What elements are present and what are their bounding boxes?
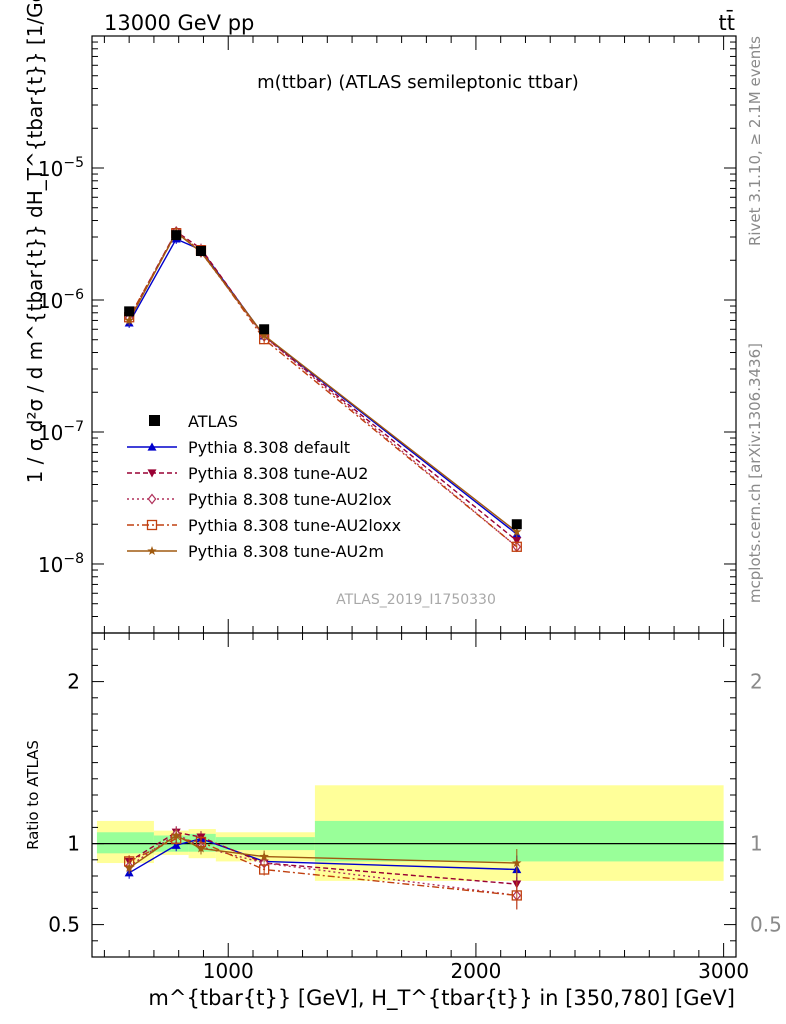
mc-point — [511, 541, 522, 552]
ratio-panel: 0.5 0.5 1 1 2 2 1000 2000 3000 Ratio to ATLAS — [24, 632, 782, 983]
ratio-point — [196, 843, 206, 853]
atlas-data-point — [195, 246, 206, 257]
main-y-tick-label: 10−6 — [38, 287, 84, 313]
legend-label-atlas: ATLAS — [188, 412, 238, 431]
legend-marker — [147, 442, 157, 451]
ratio-y-tick-label-right: 2 — [750, 670, 763, 694]
mc-point — [124, 315, 134, 325]
x-tick-label: 3000 — [698, 959, 749, 983]
ratio-point — [259, 851, 269, 861]
x-tick-label: 1000 — [203, 959, 254, 983]
legend: ATLAS Pythia 8.308 default Pythia 8.308 tu… — [127, 412, 401, 561]
atlas-data-point — [124, 306, 135, 317]
ratio-point — [512, 858, 522, 867]
main-data-points — [124, 230, 522, 530]
main-y-axis-label: 1 / σ d²σ / d m^{tbar{t}} dH_T^{tbar{t}}… — [23, 0, 47, 483]
legend-marker-atlas — [149, 415, 160, 426]
ratio-point — [258, 864, 270, 875]
ratio-y-tick-label: 2 — [67, 670, 80, 694]
ratio-point — [124, 862, 134, 872]
mc-point — [512, 537, 522, 546]
ratio-y-tick-label: 0.5 — [48, 913, 80, 937]
ratio-y-axis-label: Ratio to ATLAS — [24, 740, 42, 850]
legend-label: Pythia 8.308 tune-AU2lox — [188, 490, 392, 509]
ratio-y-tick-label-right: 0.5 — [750, 913, 782, 937]
mc-point — [512, 527, 522, 536]
rivet-version-label: Rivet 3.1.10, ≥ 2.1M events — [746, 36, 764, 246]
atlas-data-point — [171, 230, 182, 241]
legend-marker — [147, 493, 157, 505]
ratio-mc-series — [124, 826, 522, 910]
legend-marker — [146, 519, 158, 531]
legend-marker — [147, 546, 157, 555]
mcplots-label: mcplots.cern.ch [arXiv:1306.3436] — [746, 343, 764, 603]
ratio-point — [511, 890, 522, 901]
analysis-watermark: ATLAS_2019_I1750330 — [336, 592, 496, 608]
ratio-y-tick-label: 1 — [67, 832, 80, 856]
main-panel-background — [92, 36, 736, 633]
header-process-label: 13000 GeV pp — [104, 11, 254, 35]
atlas-data-point — [259, 324, 270, 335]
ratio-point — [171, 840, 181, 849]
ratio-inner-band — [314, 820, 724, 862]
ratio-uncertainty-bands — [92, 785, 736, 881]
atlas-data-point — [511, 519, 522, 530]
legend-label: Pythia 8.308 tune-AU2m — [188, 542, 384, 561]
legend-label: Pythia 8.308 default — [188, 438, 350, 457]
x-axis-label: m^{tbar{t}} [GeV], H_T^{tbar{t}} in [350… — [148, 986, 735, 1011]
ratio-point — [171, 830, 181, 840]
ratio-panel-frame — [91, 632, 737, 958]
main-y-tick-label: 10−8 — [38, 551, 84, 577]
x-tick-label: 2000 — [450, 959, 501, 983]
header-final-state-label: tt̄ — [719, 10, 735, 35]
ratio-axis-ticks: 0.5 0.5 1 1 2 2 1000 2000 3000 — [48, 633, 782, 983]
legend-label: Pythia 8.308 tune-AU2 — [188, 464, 368, 483]
main-y-tick-label: 10−7 — [38, 419, 84, 445]
ratio-series-5 — [124, 829, 522, 878]
main-y-tick-label: 10−5 — [38, 155, 84, 181]
legend-label: Pythia 8.308 tune-AU2loxx — [188, 516, 401, 535]
plot-title: m(ttbar) (ATLAS semileptonic ttbar) — [257, 72, 579, 93]
legend-marker — [147, 469, 157, 478]
ratio-inner-band — [96, 832, 154, 854]
ratio-y-tick-label-right: 1 — [750, 832, 763, 856]
main-axis-ticks: 10−8 10−7 10−6 10−5 — [38, 36, 736, 634]
mc-point — [259, 330, 269, 340]
main-panel: m(ttbar) (ATLAS semileptonic ttbar) ATLA… — [23, 0, 737, 634]
